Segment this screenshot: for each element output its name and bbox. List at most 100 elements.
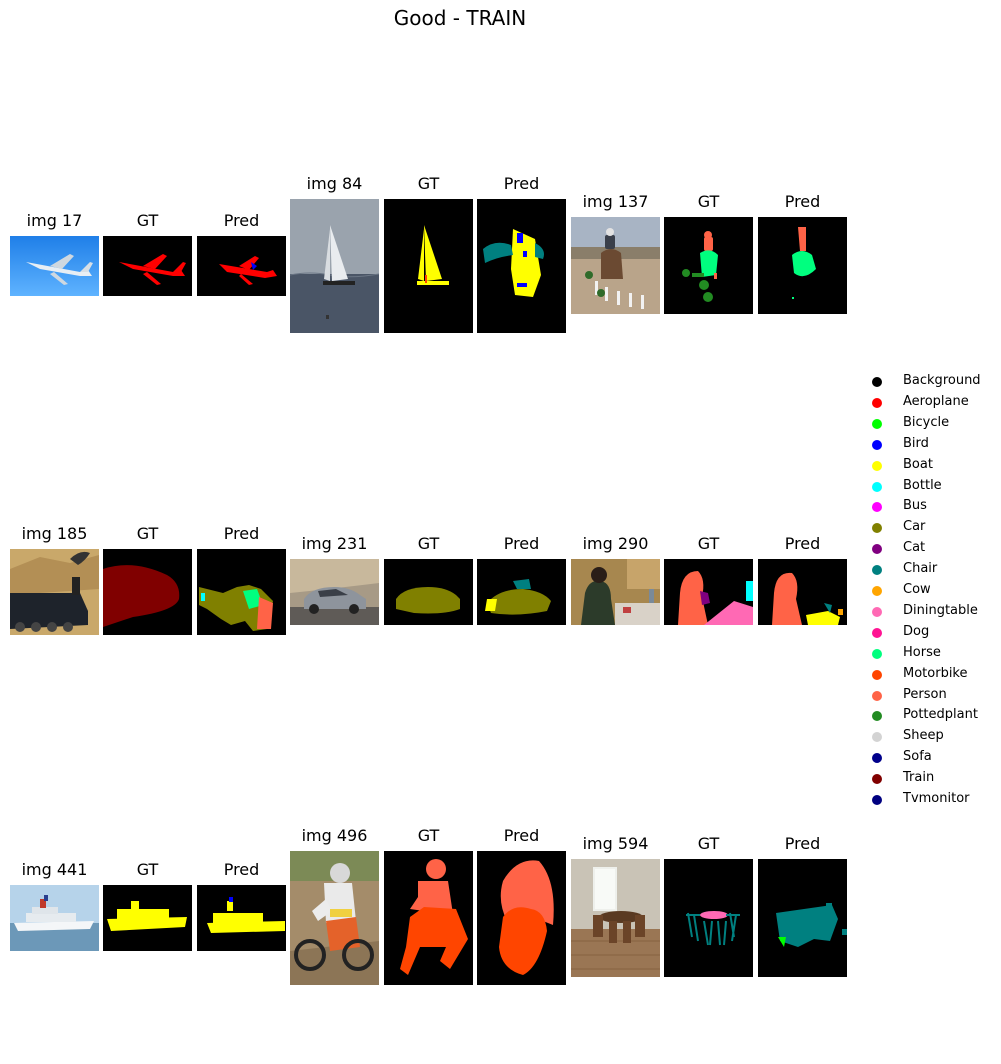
panel-2-pred-title: Pred: [784, 192, 821, 211]
legend-label: Sofa: [903, 749, 932, 765]
legend-dot-icon: [872, 502, 882, 513]
panel-3-gt: GT: [103, 524, 192, 635]
prediction-mask: [477, 559, 566, 625]
legend-label: Bottle: [903, 477, 942, 493]
legend-entry: Tvmonitor: [866, 790, 996, 810]
panel-1-pred-title: Pred: [503, 174, 540, 193]
prediction-mask: [197, 885, 286, 951]
panel-7-image-title: img 496: [301, 826, 368, 845]
legend-dot-icon: [872, 460, 882, 471]
panel-6-gt-title: GT: [136, 860, 159, 879]
panel-5-gt-title: GT: [697, 534, 720, 553]
prediction-mask: [758, 217, 847, 314]
prediction-mask: [197, 236, 286, 296]
legend-dot-icon: [872, 627, 882, 638]
ground-truth-mask: [384, 851, 473, 985]
legend-label: Aeroplane: [903, 393, 969, 409]
ground-truth-mask: [384, 199, 473, 333]
panel-6-gt: GT: [103, 860, 192, 951]
legend-dot-icon: [872, 418, 882, 429]
panel-0-image: img 17: [10, 211, 99, 296]
ground-truth-mask: [103, 236, 192, 296]
panel-2-pred: Pred: [758, 192, 847, 314]
legend-entry: Pottedplant: [866, 706, 996, 726]
panel-5-pred-title: Pred: [784, 534, 821, 553]
panel-3-pred: Pred: [197, 524, 286, 635]
ground-truth-mask: [664, 559, 753, 625]
panel-1-image: img 84: [290, 174, 379, 333]
legend-dot-icon: [872, 774, 882, 785]
legend-entry: Sheep: [866, 727, 996, 747]
panel-4-image: img 231: [290, 534, 379, 625]
legend-entry: Diningtable: [866, 602, 996, 622]
legend-dot-icon: [872, 753, 882, 764]
legend-label: Train: [903, 770, 935, 786]
legend-label: Sheep: [903, 728, 944, 744]
prediction-mask: [197, 549, 286, 635]
legend-label: Tvmonitor: [903, 791, 970, 806]
panel-4-gt: GT: [384, 534, 473, 625]
panel-5-image: img 290: [571, 534, 660, 625]
legend-entry: Background: [866, 372, 996, 392]
legend-dot-icon: [872, 481, 882, 492]
legend-entry: Bicycle: [866, 414, 996, 434]
ground-truth-mask: [664, 859, 753, 977]
panel-1-image-title: img 84: [306, 174, 363, 193]
panel-6-pred-title: Pred: [223, 860, 260, 879]
panel-8-pred: Pred: [758, 834, 847, 977]
photo-thumbnail: [10, 236, 99, 296]
panel-4-gt-title: GT: [417, 534, 440, 553]
panel-1-gt-title: GT: [417, 174, 440, 193]
legend-dot-icon: [872, 544, 882, 555]
photo-thumbnail: [290, 199, 379, 333]
panel-6-image: img 441: [10, 860, 99, 951]
legend-dot-icon: [872, 565, 882, 576]
legend-entry: Train: [866, 769, 996, 789]
panel-5-image-title: img 290: [582, 534, 649, 553]
prediction-mask: [758, 859, 847, 977]
panel-8-image-title: img 594: [582, 834, 649, 853]
legend-entry: Horse: [866, 644, 996, 664]
legend-label: Background: [903, 373, 981, 388]
legend-entry: Dog: [866, 623, 996, 643]
panel-7-pred-title: Pred: [503, 826, 540, 845]
panel-3-image: img 185: [10, 524, 99, 635]
legend-dot-icon: [872, 377, 882, 387]
panel-8-gt: GT: [664, 834, 753, 977]
ground-truth-mask: [103, 885, 192, 951]
legend-label: Boat: [903, 456, 933, 472]
panel-4-image-title: img 231: [301, 534, 368, 553]
panel-2-gt: GT: [664, 192, 753, 314]
legend-entry: Bus: [866, 497, 996, 517]
photo-thumbnail: [571, 559, 660, 625]
ground-truth-mask: [384, 559, 473, 625]
panel-3-gt-title: GT: [136, 524, 159, 543]
legend-label: Diningtable: [903, 602, 978, 618]
panel-4-pred: Pred: [477, 534, 566, 625]
legend-label: Bicycle: [903, 414, 950, 430]
legend-dot-icon: [872, 690, 882, 701]
panel-1-gt: GT: [384, 174, 473, 333]
panel-0-gt: GT: [103, 211, 192, 296]
panel-6-image-title: img 441: [21, 860, 88, 879]
panel-0-gt-title: GT: [136, 211, 159, 230]
panel-8-gt-title: GT: [697, 834, 720, 853]
legend-label: Chair: [903, 561, 938, 577]
legend-entry: Cat: [866, 539, 996, 559]
photo-thumbnail: [10, 549, 99, 635]
panel-2-image: img 137: [571, 192, 660, 314]
legend-dot-icon: [872, 439, 882, 450]
photo-thumbnail: [571, 217, 660, 314]
legend-entry: Sofa: [866, 748, 996, 768]
prediction-mask: [477, 199, 566, 333]
prediction-mask: [758, 559, 847, 625]
panel-6-pred: Pred: [197, 860, 286, 951]
legend-label: Bird: [903, 435, 929, 451]
photo-thumbnail: [290, 559, 379, 625]
panel-3-pred-title: Pred: [223, 524, 260, 543]
panel-7-gt-title: GT: [417, 826, 440, 845]
legend-label: Person: [903, 686, 947, 702]
legend-dot-icon: [872, 795, 882, 805]
legend-label: Cow: [903, 582, 931, 597]
panel-5-gt: GT: [664, 534, 753, 625]
